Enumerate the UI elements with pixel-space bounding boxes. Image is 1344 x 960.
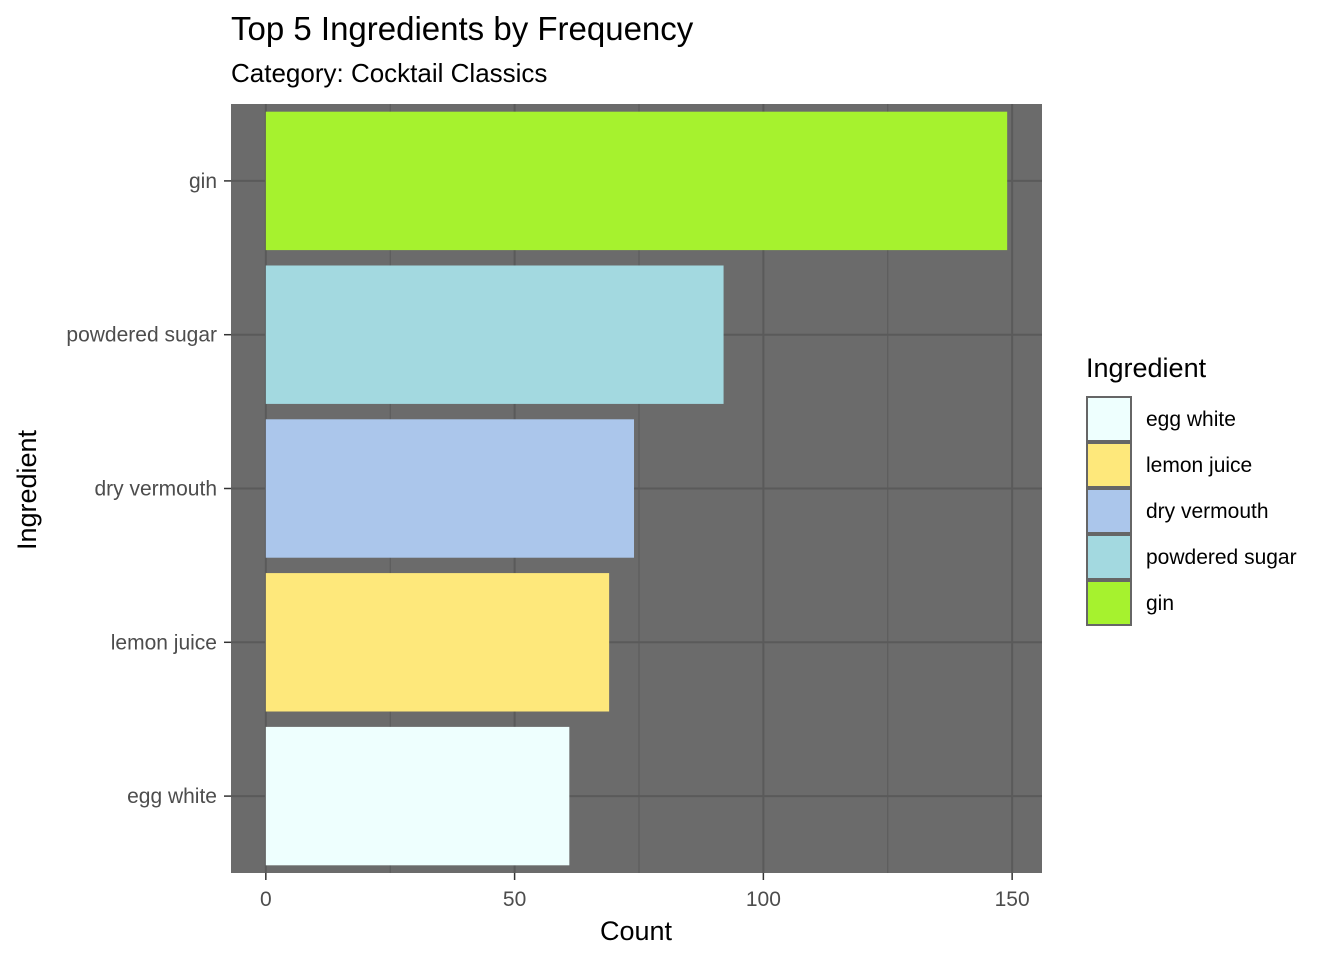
chart-title: Top 5 Ingredients by Frequency: [231, 10, 694, 47]
legend-label: lemon juice: [1146, 454, 1252, 477]
legend-key: [1086, 580, 1132, 626]
legend-label: dry vermouth: [1146, 500, 1269, 523]
y-axis: gin powdered sugar dry vermouth lemon juice…: [66, 170, 231, 808]
y-tick-label: dry vermouth: [94, 478, 217, 501]
bar-gin: [265, 111, 1008, 251]
bar-dry-vermouth: [265, 419, 635, 558]
x-axis: 0 50 100 150: [260, 873, 1030, 911]
x-tick-label: 0: [260, 888, 272, 911]
bar-powdered-sugar: [265, 265, 724, 404]
bar-lemon-juice: [265, 573, 610, 712]
legend-title: Ingredient: [1086, 353, 1207, 383]
x-tick-label: 150: [995, 888, 1030, 911]
y-tick-label: lemon juice: [111, 631, 217, 654]
legend-label: gin: [1146, 592, 1174, 615]
y-tick-label: powdered sugar: [66, 324, 217, 347]
legend: Ingredient egg white lemon juice dry vermo…: [1086, 353, 1297, 626]
y-tick-label: egg white: [127, 785, 217, 808]
legend-key: [1086, 488, 1132, 534]
legend-key: [1086, 442, 1132, 488]
legend-key: [1086, 396, 1132, 442]
y-axis-title: Ingredient: [12, 429, 42, 550]
legend-key: [1086, 534, 1132, 580]
bar-egg-white: [265, 726, 570, 866]
legend-label: powdered sugar: [1146, 546, 1297, 569]
x-tick-label: 50: [503, 888, 526, 911]
y-tick-label: gin: [189, 170, 217, 193]
legend-label: egg white: [1146, 408, 1236, 431]
bars: [265, 111, 1008, 866]
x-axis-title: Count: [600, 916, 673, 946]
x-tick-label: 100: [746, 888, 781, 911]
chart-subtitle: Category: Cocktail Classics: [231, 58, 547, 88]
